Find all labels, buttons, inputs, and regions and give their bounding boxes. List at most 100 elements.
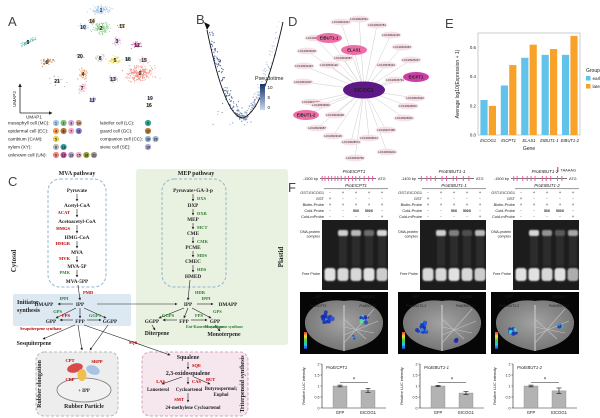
svg-text:ELAS1: ELAS1 — [347, 47, 361, 52]
luc-x-tick: GFP — [434, 410, 443, 415]
svg-text:7: 7 — [70, 129, 72, 133]
emsa-lane-value: + — [546, 202, 549, 207]
pathway-label: Sesquiterpene — [17, 341, 52, 347]
umap-cluster-3 — [111, 36, 121, 47]
promoter-motif-tick — [541, 176, 543, 181]
gel-free-probe-band — [363, 268, 375, 281]
emsa-lane-value: - — [355, 214, 357, 219]
gel-free-probe-label: Free Probe — [493, 272, 511, 276]
network-center-node: EICOG1 — [343, 81, 385, 99]
umap-cluster-9 — [20, 37, 37, 48]
network-node: LOC18021947 — [330, 18, 352, 26]
svg-text:unknown cell (UN):: unknown cell (UN): — [8, 153, 47, 158]
emsa-lane-value: - — [559, 214, 561, 219]
emsa-lane-value: 500X — [365, 209, 374, 213]
promoter-motif-tick — [545, 176, 547, 181]
taaaag-motif-mark — [557, 167, 559, 172]
gel-free-probe-band — [376, 268, 388, 281]
gel-complex-band — [449, 230, 459, 236]
pathway-label: LAS — [156, 379, 165, 384]
emsa-lane-value: - — [466, 214, 468, 219]
leaf-label-left: GFP — [413, 295, 421, 299]
emsa-row-label: GST-EICOG1 — [300, 190, 324, 195]
luc-y-tick: 0.5 — [315, 395, 320, 399]
pathway-label: Butyrospermol; — [205, 387, 238, 392]
pathway-label: HMG-CoA — [65, 235, 90, 241]
network-node: LOC18035791 — [384, 76, 406, 84]
promoter-motif-tick — [324, 176, 326, 181]
svg-text:10: 10 — [146, 137, 150, 141]
pseudotime-tick: 5 — [268, 95, 271, 100]
bar-early — [480, 100, 488, 135]
umap-legend-dot — [68, 119, 75, 127]
emsa-row-label: GST — [507, 196, 516, 201]
luminescence-spot — [425, 329, 428, 332]
gel-free-probe-band — [324, 268, 336, 281]
pathway-label: Pyruvate — [67, 188, 88, 194]
svg-text:EIBUT1-2: EIBUT1-2 — [297, 112, 316, 117]
promoter-motif-tick — [337, 176, 339, 181]
luminescence-spot — [415, 327, 420, 333]
umap-legend-dot — [52, 151, 60, 159]
emsa-lane-value: - — [520, 214, 522, 219]
svg-text:sieve cell (SE):: sieve cell (SE): — [100, 145, 131, 150]
triterpenoid-box — [141, 351, 249, 417]
svg-text:2: 2 — [63, 121, 65, 125]
emsa-lane-value: - — [559, 196, 561, 201]
svg-text:LOC18023784: LOC18023784 — [368, 23, 386, 27]
emsa-lane-value: 50X — [353, 209, 360, 213]
umap-legend-dot — [60, 143, 67, 151]
svg-text:14: 14 — [77, 121, 81, 125]
intensity-scale-bar — [402, 332, 405, 349]
gel-free-probe-band — [474, 268, 486, 281]
promoter-motif-tick — [530, 176, 532, 181]
pathway-label: Ent-Kaurene synthase — [186, 324, 224, 329]
network-node: LOC18026901 — [393, 114, 415, 122]
emsa-lane-value: - — [329, 214, 331, 219]
emsa-row-label: GST — [414, 196, 423, 201]
promoter-motif-tick — [550, 176, 552, 181]
pathway-label: FPP — [179, 319, 189, 325]
luminescence-spot — [367, 316, 370, 319]
gel-free-probe-band — [567, 268, 579, 281]
emsa-lane-value: - — [368, 196, 370, 201]
pathway-label: ACAT — [58, 210, 70, 215]
promoter-start-label: -1500 bp — [494, 177, 509, 181]
svg-text:LOC18027458: LOC18027458 — [377, 128, 395, 132]
pseudotime-tick: 10 — [268, 85, 274, 90]
network-node: LOC18024663 — [391, 43, 413, 51]
legend-label-early: early — [593, 76, 600, 81]
significance-asterisk: * — [353, 378, 356, 384]
panel-c-pathway-diagram: MVA pathway MEP pathway Cytosol Plastid Pyru… — [10, 169, 288, 417]
emsa-lane-value: - — [453, 214, 455, 219]
svg-text:mesophyll cell (MC):: mesophyll cell (MC): — [8, 121, 50, 126]
gel-free-probe-label: Free Probe — [302, 272, 320, 276]
network-node: LOC18029687 — [306, 124, 328, 132]
promoter-motif-tick — [534, 176, 536, 181]
leaf-label-right: ProEICPT1 — [359, 304, 376, 308]
emsa-header: ProEIBUT1-2 — [534, 183, 560, 188]
svg-text:LOC18029687: LOC18029687 — [308, 126, 326, 130]
svg-text:19: 19 — [146, 145, 150, 149]
gel-complex-band — [555, 230, 565, 236]
promoter-start-label: -1500 bp — [303, 177, 318, 181]
network-node: LOC18029136 — [322, 132, 344, 140]
promoter-motif-tick — [430, 176, 432, 181]
emsa-lane-value: + — [572, 202, 575, 207]
umap-cluster-12 — [130, 41, 142, 50]
luminescence-spot — [323, 310, 328, 315]
emsa-row-label: Biotin-Probe — [401, 202, 422, 207]
gel-free-probe-label: Free Probe — [400, 272, 418, 276]
svg-text:LOC18036348: LOC18036348 — [326, 113, 344, 117]
luc-x-tick: EICOG1 — [360, 410, 376, 415]
pathway-label: + IPP — [78, 389, 90, 394]
svg-text:LOC18034126: LOC18034126 — [320, 63, 338, 67]
emsa-lane-value: + — [427, 202, 430, 207]
umap-cluster-number: 18 — [125, 57, 131, 63]
pseudotime-tick: 0 — [268, 105, 271, 110]
umap-legend-dot — [68, 127, 75, 135]
promoter-motif-tick — [359, 176, 361, 181]
luc-y-tick: 2 — [416, 362, 418, 366]
panel-f-column-2: ProEIBUT1-1-1400 bp ATGProEIBUT1-1GST-EIC… — [398, 169, 486, 415]
